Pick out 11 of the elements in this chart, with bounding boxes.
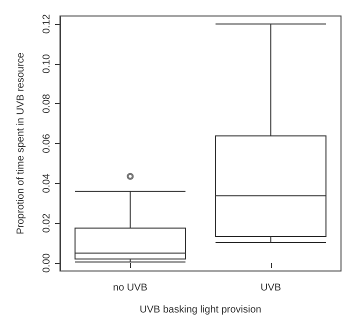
y-tick-label: 0.10 [42, 54, 52, 74]
y-tick-label: 0.06 [42, 133, 52, 154]
y-tick-label: 0.04 [42, 173, 52, 194]
x-tick-label: no UVB [113, 282, 148, 294]
x-tick-label: UVB [260, 282, 282, 294]
y-tick-label: 0.02 [42, 213, 52, 233]
y-tick-label: 0.08 [42, 93, 52, 114]
y-tick-label: 0.12 [42, 14, 52, 34]
x-axis-title: UVB basking light provision [140, 304, 262, 316]
y-tick-label: 0.00 [42, 252, 52, 273]
y-axis-title: Proprotion of time spent in UVB resource [16, 52, 26, 234]
